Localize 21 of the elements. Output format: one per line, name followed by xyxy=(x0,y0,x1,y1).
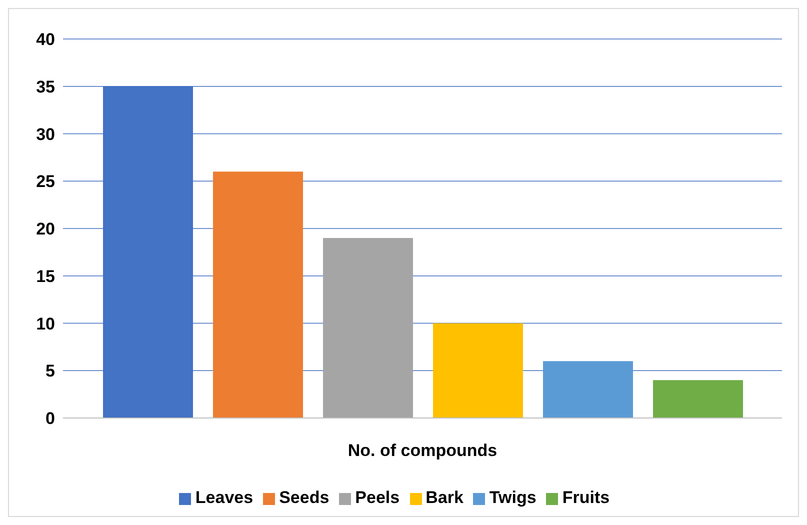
legend-label: Leaves xyxy=(195,488,254,507)
y-tick-label: 5 xyxy=(46,362,55,381)
y-tick-label: 40 xyxy=(36,30,55,50)
legend-label: Bark xyxy=(426,488,464,507)
bar xyxy=(543,361,633,418)
y-tick-label: 25 xyxy=(36,172,55,192)
y-tick-label: 15 xyxy=(36,266,55,286)
y-tick-label: 0 xyxy=(46,409,55,428)
y-tick-label: 30 xyxy=(36,124,55,144)
y-tick-label: 10 xyxy=(36,314,55,334)
bar xyxy=(213,172,303,418)
bar xyxy=(433,323,523,418)
legend-label: Peels xyxy=(355,488,400,507)
x-tick-label: No. of compounds xyxy=(348,441,498,460)
y-tick-label: 35 xyxy=(36,77,55,96)
bar xyxy=(653,380,743,418)
y-tick-label: 20 xyxy=(36,220,55,239)
legend-label: Twigs xyxy=(489,488,536,507)
legend-label: Seeds xyxy=(279,488,330,507)
bar xyxy=(323,238,413,418)
legend-label: Fruits xyxy=(562,488,610,507)
